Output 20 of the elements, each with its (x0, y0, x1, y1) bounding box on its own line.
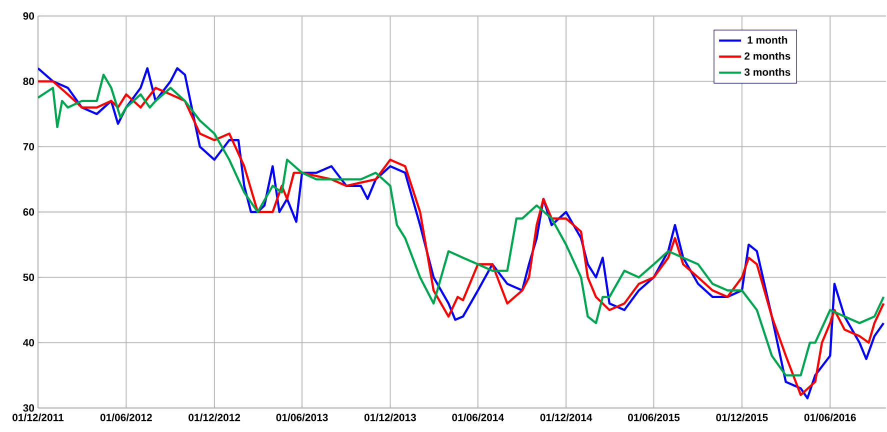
x-tick-label: 01/06/2013 (276, 414, 328, 422)
y-tick-label: 30 (23, 404, 34, 412)
x-tick-label: 01/06/2016 (804, 414, 856, 422)
y-tick-label: 50 (23, 274, 34, 282)
y-tick-label: 70 (23, 142, 34, 150)
y-tick-label: 80 (23, 78, 34, 86)
x-tick-label: 01/12/2013 (364, 414, 416, 422)
x-tick-label: 01/12/2015 (716, 414, 768, 422)
x-tick-label: 01/12/2011 (12, 414, 64, 422)
y-tick-label: 40 (23, 338, 34, 346)
legend-label: 1 month (748, 36, 788, 44)
legend-label: 2 months (744, 52, 790, 60)
x-tick-label: 01/06/2014 (452, 414, 504, 422)
x-tick-label: 01/12/2012 (188, 414, 240, 422)
y-tick-label: 90 (23, 12, 34, 20)
x-tick-label: 01/06/2015 (628, 414, 680, 422)
x-tick-label: 01/12/2014 (540, 414, 592, 422)
y-tick-label: 60 (23, 208, 34, 216)
legend-label: 3 months (744, 68, 790, 76)
x-tick-label: 01/06/2012 (100, 414, 152, 422)
